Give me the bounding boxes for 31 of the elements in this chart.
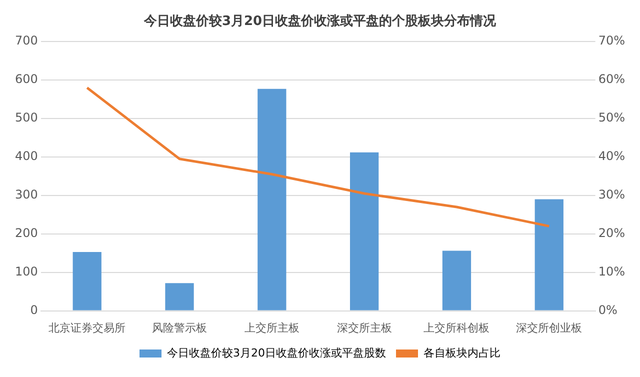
y-tick-label: 300 bbox=[15, 188, 38, 202]
bar bbox=[442, 250, 472, 310]
y-tick-label: 100 bbox=[15, 264, 38, 278]
bar bbox=[258, 88, 286, 310]
y2-tick-label: 40% bbox=[598, 149, 625, 164]
y2-tick-label: 30% bbox=[598, 188, 625, 202]
y2-tick-label: 70% bbox=[598, 34, 625, 48]
y-tick-label: 600 bbox=[15, 72, 38, 86]
bar bbox=[350, 152, 379, 310]
bar bbox=[165, 283, 194, 310]
y-tick-label: 200 bbox=[15, 226, 38, 240]
x-tick-label: 深交所创业板 bbox=[516, 321, 582, 334]
y2-tick-label: 10% bbox=[598, 264, 625, 278]
x-tick-label: 上交所科创板 bbox=[424, 321, 490, 334]
x-tick-label: 深交所主板 bbox=[336, 321, 392, 334]
y2-tick-label: 60% bbox=[598, 72, 625, 86]
x-tick-label: 北京证券交易所 bbox=[48, 321, 126, 334]
chart-title: 今日收盘价较3月20日收盘价收涨或平盘的个股板块分布情况 bbox=[142, 13, 498, 30]
y-tick-label: 500 bbox=[15, 110, 38, 125]
y2-tick-label: 0% bbox=[598, 302, 618, 317]
y-tick-label: 0 bbox=[30, 302, 38, 317]
bar bbox=[534, 199, 564, 310]
y2-tick-label: 50% bbox=[598, 110, 625, 125]
y-tick-label: 400 bbox=[15, 149, 38, 164]
x-tick-label: 上交所主板 bbox=[244, 321, 300, 334]
legend-label: 今日收盘价较3月20日收盘价收涨或平盘股数 bbox=[167, 346, 386, 360]
y-tick-label: 700 bbox=[15, 34, 38, 48]
bar bbox=[72, 252, 102, 310]
x-tick-label: 风险警示板 bbox=[152, 321, 208, 334]
y2-tick-label: 20% bbox=[598, 226, 625, 240]
legend-label: 各自板块内占比 bbox=[424, 346, 500, 360]
